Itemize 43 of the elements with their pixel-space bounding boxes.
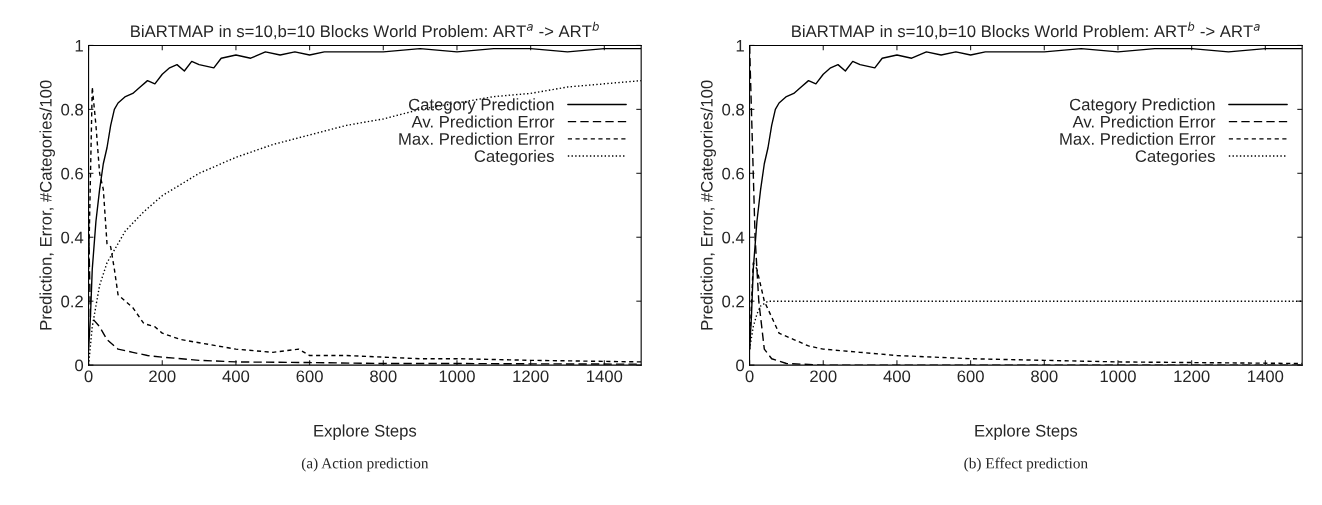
text: (a) Action prediction (301, 457, 429, 472)
x-tick-label: 1000 (439, 370, 475, 383)
y-tick-label: 0.2 (61, 295, 83, 308)
y-axis-title: Prediction, Error, #Categories/100 (39, 80, 55, 330)
x-tick-label: 0 (745, 370, 754, 383)
x-tick-label: 1200 (1174, 370, 1210, 383)
y-axis-title: Prediction, Error, #Categories/100 (700, 80, 716, 330)
y-tick-label: 1 (75, 40, 83, 52)
y-tick-label: 0.6 (722, 167, 744, 180)
y-tick-label: 1 (736, 40, 744, 52)
x-tick-label: 200 (810, 370, 837, 383)
x-tick-label: 1000 (1100, 370, 1136, 383)
x-tick-label: 0 (84, 370, 93, 383)
text: (b) Effect prediction (964, 457, 1088, 472)
y-tick-label: 0.4 (61, 231, 84, 244)
x-tick-label: 1400 (1248, 370, 1284, 383)
legend-label: Av. Prediction Error (1072, 115, 1216, 128)
x-axis-title: Explore Steps (314, 424, 417, 440)
x-tick-label: 400 (883, 370, 911, 383)
y-tick-label: 0.8 (722, 103, 744, 116)
legend-label: Max. Prediction Error (1060, 132, 1216, 145)
y-tick-label: 0 (736, 359, 745, 372)
legend-label: Categories (474, 149, 554, 166)
y-tick-label: 0.6 (61, 167, 83, 180)
chart-title: BiARTMAP in s=10,b=10 Blocks World Problem: ART$^{a}$ -> ART$^{b}$ (131, 21, 599, 40)
legend-label: Category Prediction (1069, 98, 1215, 114)
legend-label: Categories (1135, 149, 1215, 166)
y-tick-label: 0.2 (722, 295, 744, 308)
legend-label: Max. Prediction Error (399, 132, 555, 145)
x-tick-label: 800 (1031, 370, 1058, 383)
x-tick-label: 600 (957, 370, 984, 383)
x-tick-label: 1200 (513, 370, 549, 383)
chart-title: BiARTMAP in s=10,b=10 Blocks World Problem: ART$^{b}$ -> ART$^{a}$ (792, 21, 1260, 40)
y-tick-label: 0.8 (61, 103, 83, 116)
legend-label: Av. Prediction Error (411, 115, 555, 128)
x-tick-label: 200 (149, 370, 176, 383)
x-tick-label: 800 (370, 370, 397, 383)
x-tick-label: 600 (296, 370, 323, 383)
x-tick-label: 400 (222, 370, 250, 383)
y-tick-label: 0.4 (722, 231, 745, 244)
x-axis-title: Explore Steps (975, 424, 1078, 440)
x-tick-label: 1400 (587, 370, 623, 383)
y-tick-label: 0 (75, 359, 84, 372)
